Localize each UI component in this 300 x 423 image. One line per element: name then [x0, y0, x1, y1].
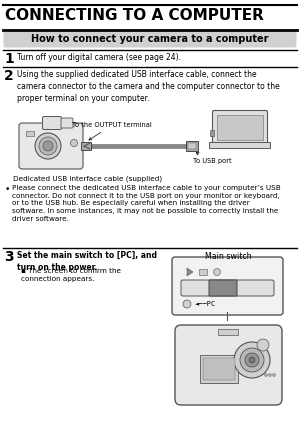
FancyBboxPatch shape [209, 280, 237, 296]
FancyBboxPatch shape [175, 325, 282, 405]
Text: ▪ The screen to confirm the
connection appears.: ▪ The screen to confirm the connection a… [21, 268, 121, 282]
FancyBboxPatch shape [181, 280, 274, 296]
Circle shape [39, 137, 57, 155]
Bar [81, 142, 91, 150]
Text: •: • [5, 185, 10, 194]
FancyBboxPatch shape [212, 110, 268, 146]
Bar [186, 141, 198, 151]
FancyBboxPatch shape [43, 116, 61, 129]
Circle shape [35, 133, 61, 159]
FancyBboxPatch shape [209, 143, 271, 148]
Circle shape [240, 348, 264, 372]
Text: How to connect your camera to a computer: How to connect your camera to a computer [31, 35, 269, 44]
Circle shape [268, 374, 272, 376]
Text: 2: 2 [4, 69, 14, 83]
Text: 3: 3 [4, 250, 14, 264]
Circle shape [43, 141, 53, 151]
Circle shape [257, 339, 269, 351]
Bar [26, 131, 34, 136]
Bar [217, 115, 263, 140]
Polygon shape [187, 268, 193, 276]
FancyBboxPatch shape [4, 31, 296, 47]
Text: Using the supplied dedicated USB interface cable, connect the
camera connector t: Using the supplied dedicated USB interfa… [17, 70, 280, 103]
Circle shape [249, 357, 255, 363]
Text: Main switch: Main switch [205, 252, 251, 261]
Circle shape [245, 353, 259, 367]
Bar [200, 355, 238, 383]
Circle shape [265, 374, 268, 376]
Circle shape [183, 300, 191, 308]
Text: Dedicated USB interface cable (supplied): Dedicated USB interface cable (supplied) [14, 175, 163, 181]
Text: To the OUTPUT terminal: To the OUTPUT terminal [72, 122, 152, 140]
Bar [199, 269, 207, 275]
Text: Please connect the dedicated USB interface cable to your computer’s USB
connecto: Please connect the dedicated USB interfa… [12, 185, 281, 222]
Text: CONNECTING TO A COMPUTER: CONNECTING TO A COMPUTER [5, 8, 264, 23]
Bar [210, 130, 214, 136]
Bar [188, 143, 196, 149]
Bar [218, 329, 238, 335]
FancyBboxPatch shape [19, 123, 83, 169]
Text: To USB port: To USB port [193, 153, 232, 164]
Circle shape [70, 140, 77, 146]
Circle shape [234, 342, 270, 378]
FancyBboxPatch shape [61, 118, 73, 128]
Text: Set the main switch to [PC], and
turn on the power.: Set the main switch to [PC], and turn on… [17, 251, 157, 272]
Circle shape [214, 269, 220, 275]
Circle shape [272, 374, 275, 376]
Bar [203, 358, 235, 380]
Text: ◄──PC: ◄──PC [195, 301, 216, 307]
FancyBboxPatch shape [172, 257, 283, 315]
Text: 1: 1 [4, 52, 14, 66]
Text: Turn off your digital camera (see page 24).: Turn off your digital camera (see page 2… [17, 53, 181, 62]
